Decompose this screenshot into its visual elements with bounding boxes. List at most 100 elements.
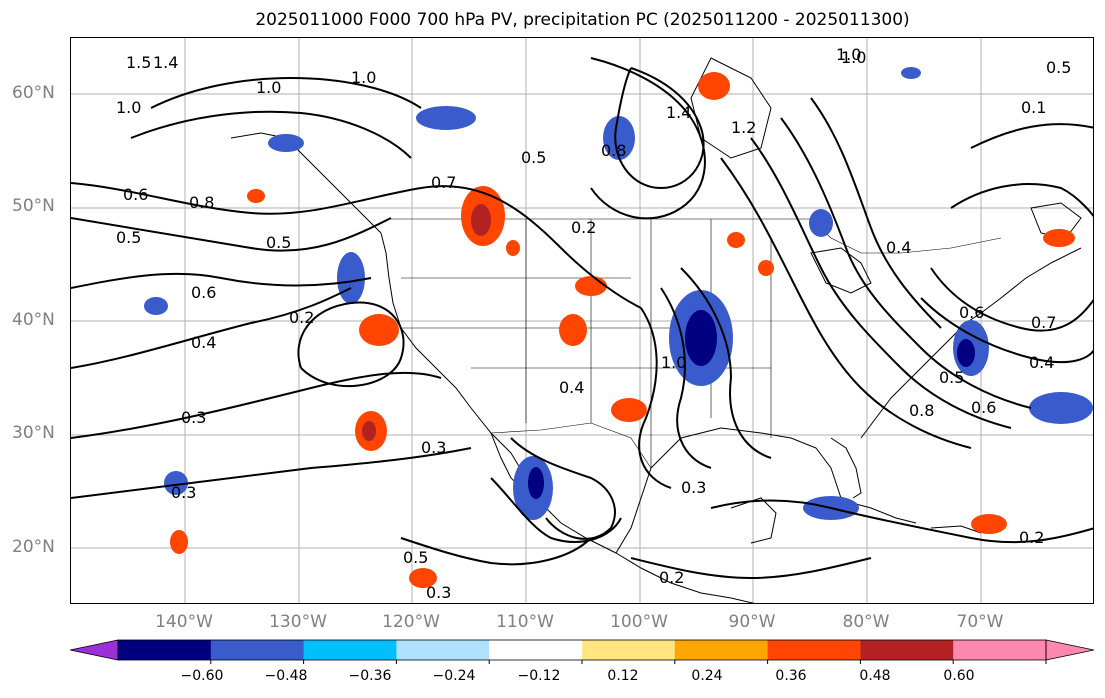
precip-blob-negative [957, 339, 975, 367]
precip-blob-positive [1043, 229, 1075, 247]
contour-label: 0.2 [289, 308, 314, 327]
lat-label-50n: 50°N [12, 196, 55, 216]
contour-label: 1.0 [351, 68, 376, 87]
contour-label: 1.2 [731, 118, 756, 137]
precip-blob-positive [506, 240, 520, 256]
pv-contour [614, 67, 705, 190]
colorbar-arrow-min [70, 639, 119, 661]
contour-label: 0.2 [659, 568, 684, 587]
pv-contour [950, 183, 1093, 217]
pv-contour [150, 76, 422, 109]
contour-label: 0.7 [1031, 313, 1056, 332]
lat-label-40n: 40°N [12, 310, 55, 330]
contour-label: 0.5 [521, 148, 546, 167]
precip-blob-positive [727, 232, 745, 248]
contour-label: 0.8 [601, 141, 626, 160]
pv-contour [680, 267, 772, 459]
contour-label: 0.7 [431, 173, 456, 192]
contour-label: 0.8 [189, 193, 214, 212]
west-coast [380, 232, 617, 554]
colorbar-tick-label: −0.48 [264, 668, 308, 684]
colorbar-tick-label: 0.60 [943, 668, 975, 684]
colorbar-tick-label: −0.24 [432, 668, 476, 684]
contour-label: 0.5 [1046, 58, 1071, 77]
contour-label: 0.4 [559, 378, 584, 397]
pv-contour [710, 499, 1093, 544]
precip-blob-positive [409, 568, 437, 588]
lon-label-70w: 70°W [956, 612, 1004, 632]
lon-label-110w: 110°W [496, 612, 554, 632]
contour-label: 0.4 [191, 333, 216, 352]
pv-contour [297, 301, 405, 388]
contour-label: 0.3 [171, 483, 196, 502]
contour-label: 0.6 [191, 283, 216, 302]
precip-blob-negative [164, 471, 188, 495]
map-panel: 1.4 1.5 1.0 1.0 1.0 1.0 0.8 0.5 1.4 1.2 … [70, 37, 1094, 604]
pv-contour [638, 307, 672, 489]
pv-contour [490, 477, 622, 543]
colorbar-tick-label: −0.60 [180, 668, 224, 684]
contour-label: 0.2 [571, 218, 596, 237]
pv-contour [930, 267, 1093, 332]
pv-contour [400, 537, 592, 566]
contour-label: 0.5 [266, 233, 291, 252]
florida [830, 437, 862, 499]
contour-label: 0.6 [123, 185, 148, 204]
colorbar-tick-label: 0.24 [691, 668, 723, 684]
precip-blob-negative [809, 209, 833, 237]
contour-label: 0.6 [959, 303, 984, 322]
alaska-coast [230, 132, 382, 234]
contour-label: 0.3 [421, 438, 446, 457]
contour-label: 0.5 [116, 228, 141, 247]
contour-label: 1.0 [256, 78, 281, 97]
precip-blob-negative [144, 297, 168, 315]
contour-label: 0.8 [909, 401, 934, 420]
contour-label: 1.0 [116, 98, 141, 117]
colorbar-tick-label: 0.36 [775, 668, 807, 684]
contour-label: 1.5 [126, 53, 151, 72]
lon-label-140w: 140°W [155, 612, 213, 632]
colorbar-tick-label: −0.12 [517, 668, 561, 684]
colorbar-segment [860, 640, 954, 660]
pv-contour [71, 371, 442, 439]
precip-blob-negative [603, 116, 635, 160]
lon-label-90w: 90°W [728, 612, 776, 632]
gulf-coast [615, 427, 852, 554]
precip-blob-positive [362, 421, 376, 441]
contour-label: 0.3 [181, 408, 206, 427]
precip-blob-positive [611, 398, 647, 422]
lat-label-30n: 30°N [12, 423, 55, 443]
colorbar-ticks [210, 660, 1047, 664]
contour-label: 1.4 [153, 53, 178, 72]
pv-contours [71, 57, 1093, 580]
precip-blob-negative [416, 106, 476, 130]
colorbar-segment [582, 640, 676, 660]
great-lakes [810, 247, 872, 294]
pv-contour [71, 287, 352, 369]
colorbar-segments [70, 639, 1094, 661]
contour-label: 0.3 [426, 583, 451, 602]
precip-blob-positive [359, 314, 399, 346]
central-america [615, 552, 755, 603]
precip-blob-negative [901, 67, 921, 79]
lon-label-120w: 120°W [382, 612, 440, 632]
precip-blob-negative [1029, 392, 1093, 424]
us-mexico-border [490, 422, 652, 469]
pv-contour [810, 97, 942, 329]
precip-blob-negative [528, 467, 544, 499]
map-title: 2025011000 F000 700 hPa PV, precipitatio… [255, 10, 910, 30]
colorbar-arrow-max [1045, 639, 1094, 661]
lon-label-100w: 100°W [610, 612, 668, 632]
colorbar [70, 639, 1094, 664]
pv-contour [71, 182, 642, 309]
pv-contour [590, 57, 706, 220]
pv-contour [510, 437, 616, 540]
pv-contour [71, 272, 372, 289]
contour-label: 0.4 [1029, 353, 1054, 372]
contour-label: 0.6 [971, 398, 996, 417]
colorbar-segment [396, 640, 490, 660]
lon-label-130w: 130°W [269, 612, 327, 632]
colorbar-tick-label: −0.36 [348, 668, 392, 684]
pv-contour [660, 287, 712, 469]
lat-label-60n: 60°N [12, 83, 55, 103]
